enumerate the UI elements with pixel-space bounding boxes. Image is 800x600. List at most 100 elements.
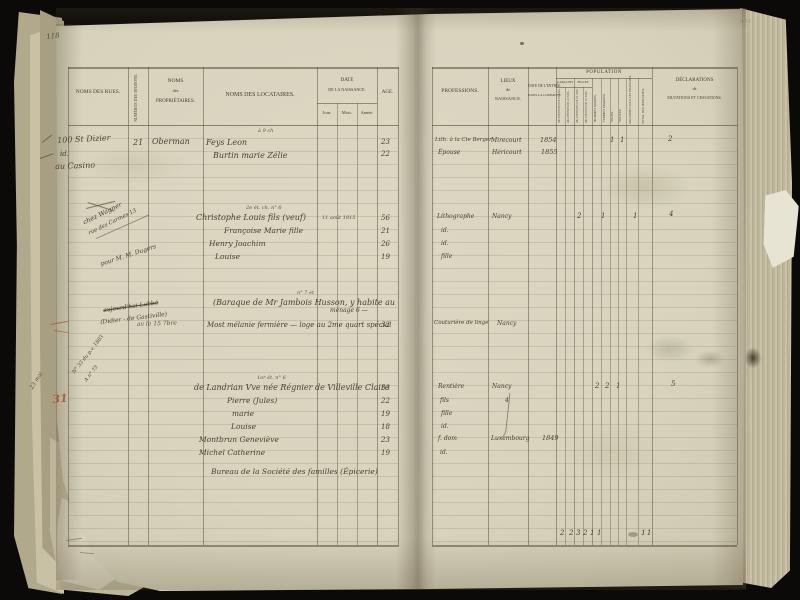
- header-bottom-rule: [432, 125, 737, 126]
- pop-mark: 2: [577, 212, 582, 220]
- header-hommes-maries: HOMMES MARIÉS.: [593, 94, 597, 122]
- col-line: [317, 67, 318, 545]
- pop-mark: 1: [616, 382, 621, 390]
- entry-tenant: Louise: [215, 252, 241, 261]
- header-garcons-dessus: AU-DESSUS DE 21 ANS.: [566, 90, 570, 123]
- stain: [560, 420, 660, 480]
- entry-room-note: 1er ét. n° 6: [257, 375, 286, 381]
- entry-tenant-cont: ménage 6 —: [330, 307, 368, 314]
- col-line: [398, 67, 399, 545]
- col-line: [357, 103, 358, 545]
- entry-tenant: (Baraque de Mr Jambois Husson, y habite …: [213, 298, 396, 307]
- entry-profession: id.: [441, 227, 449, 234]
- col-line: [638, 78, 639, 545]
- entry-profession: Lith. à la Cie Berger: [435, 137, 492, 143]
- stain: [695, 350, 725, 368]
- speck: [520, 42, 524, 45]
- grand-total: 11: [641, 528, 653, 537]
- entry-street: id.: [60, 151, 69, 158]
- left-edge-shadow: [56, 24, 82, 580]
- entry-age: 23: [381, 436, 390, 444]
- header-proprietaires-3: PROPRIÉTAIRES.: [156, 99, 195, 104]
- pop-mark: 2: [595, 382, 600, 390]
- header-filles: FILLES: [577, 80, 589, 84]
- pop-total: 5: [671, 380, 676, 388]
- entry-profession: Couturière de linge: [434, 320, 489, 326]
- header-lieux-1: LIEUX: [500, 79, 516, 84]
- table-bottom-rule: [432, 545, 737, 547]
- column-total: 1: [597, 529, 602, 537]
- col-line: [148, 67, 149, 545]
- entry-birthplace: Nancy: [492, 383, 512, 390]
- col-line: [601, 78, 602, 545]
- entry-age: 21: [381, 227, 390, 235]
- entry-tenant: Montbrun Geneviève: [199, 435, 279, 444]
- header-date-naissance-2: DE LA NAISSANCE.: [328, 87, 366, 92]
- entry-age: 22: [381, 397, 390, 405]
- entry-profession: fils: [440, 397, 449, 404]
- entry-birthplace: Nancy: [492, 213, 512, 220]
- right-edge-shadow: [712, 8, 746, 588]
- col-line: [574, 78, 575, 545]
- header-proprietaires-1: NOMS: [167, 78, 184, 84]
- col-line: [583, 87, 584, 545]
- subheader-rule: [317, 103, 377, 104]
- ditto-mark: 4: [505, 397, 509, 404]
- stain: [80, 145, 190, 185]
- col-line: [128, 67, 129, 545]
- header-bottom-rule: [68, 125, 399, 126]
- entry-profession: Rentière: [438, 383, 465, 390]
- entry-profession: id.: [441, 240, 449, 247]
- dark-blotch: [745, 348, 761, 368]
- col-line: [377, 67, 378, 545]
- header-lieux-2: de: [506, 87, 510, 92]
- entry-room-note: à 9 ch: [258, 128, 274, 134]
- entry-room-note: n° 7 et: [297, 290, 315, 296]
- header-age: AGE.: [381, 90, 394, 95]
- pop-total: 4: [669, 210, 674, 218]
- entry-tenant: Most mélanie fermière — loge au 2me quar…: [207, 321, 392, 329]
- table-top-rule: [432, 67, 737, 69]
- header-declarations-1: DÉCLARATIONS: [675, 78, 714, 83]
- header-annee: Année.: [360, 110, 374, 115]
- ruled-lines-left: [68, 125, 398, 545]
- entry-profession: id.: [440, 449, 448, 456]
- entry-profession: fille: [441, 410, 453, 417]
- entry-bureau: Bureau de la Société des familles (Épice…: [211, 467, 378, 476]
- entry-birthdate: 11 août 1815: [322, 215, 356, 221]
- entry-age: 26: [381, 240, 390, 248]
- col-line: [592, 78, 593, 545]
- col-line: [432, 67, 433, 545]
- col-line: [610, 78, 611, 545]
- entry-tenant: marie: [232, 409, 255, 418]
- entry-age: 22: [381, 150, 390, 158]
- pop-mark: 1: [601, 212, 606, 220]
- entry-tenant: Feys Leon: [206, 138, 248, 147]
- entry-age: 18: [381, 423, 390, 431]
- entry-profession: fille: [441, 253, 453, 260]
- col-line: [528, 67, 529, 545]
- header-veufs: VEUFS.: [610, 111, 614, 122]
- entry-profession: id.: [441, 423, 449, 430]
- garcons-filles-rule: [556, 87, 592, 88]
- header-femmes-mariees: FEMMES MARIÉES.: [602, 93, 606, 122]
- entry-age: 23: [381, 138, 390, 146]
- stain: [600, 165, 690, 210]
- column-total: 2: [569, 529, 574, 537]
- header-garcons: GARÇONS: [556, 80, 574, 84]
- entry-room-note: 2e ét. ch. n° 6: [246, 205, 282, 211]
- header-noms-rues: NOMS DES RUES.: [75, 89, 121, 95]
- entry-age: 19: [381, 410, 390, 418]
- header-filles-dessus: AU-DESSUS DE 21 ANS.: [584, 90, 588, 123]
- header-entree-1: DATE DE L'ENTRÉE: [528, 84, 561, 88]
- header-total-habitants: TOTAL DES HABITANTS.: [641, 87, 645, 124]
- header-garcons-dessous: AU-DESSOUS DE 21 ANS.: [557, 88, 561, 123]
- entry-tenant: Henry Joachim: [209, 239, 266, 248]
- pop-mark: 1: [610, 136, 615, 144]
- header-mois: Mois.: [341, 110, 353, 115]
- entry-age: 32: [381, 321, 390, 329]
- column-total: 3: [576, 529, 581, 537]
- column-total: 2: [560, 529, 565, 537]
- entry-birthplace: Mirecourt: [491, 137, 522, 144]
